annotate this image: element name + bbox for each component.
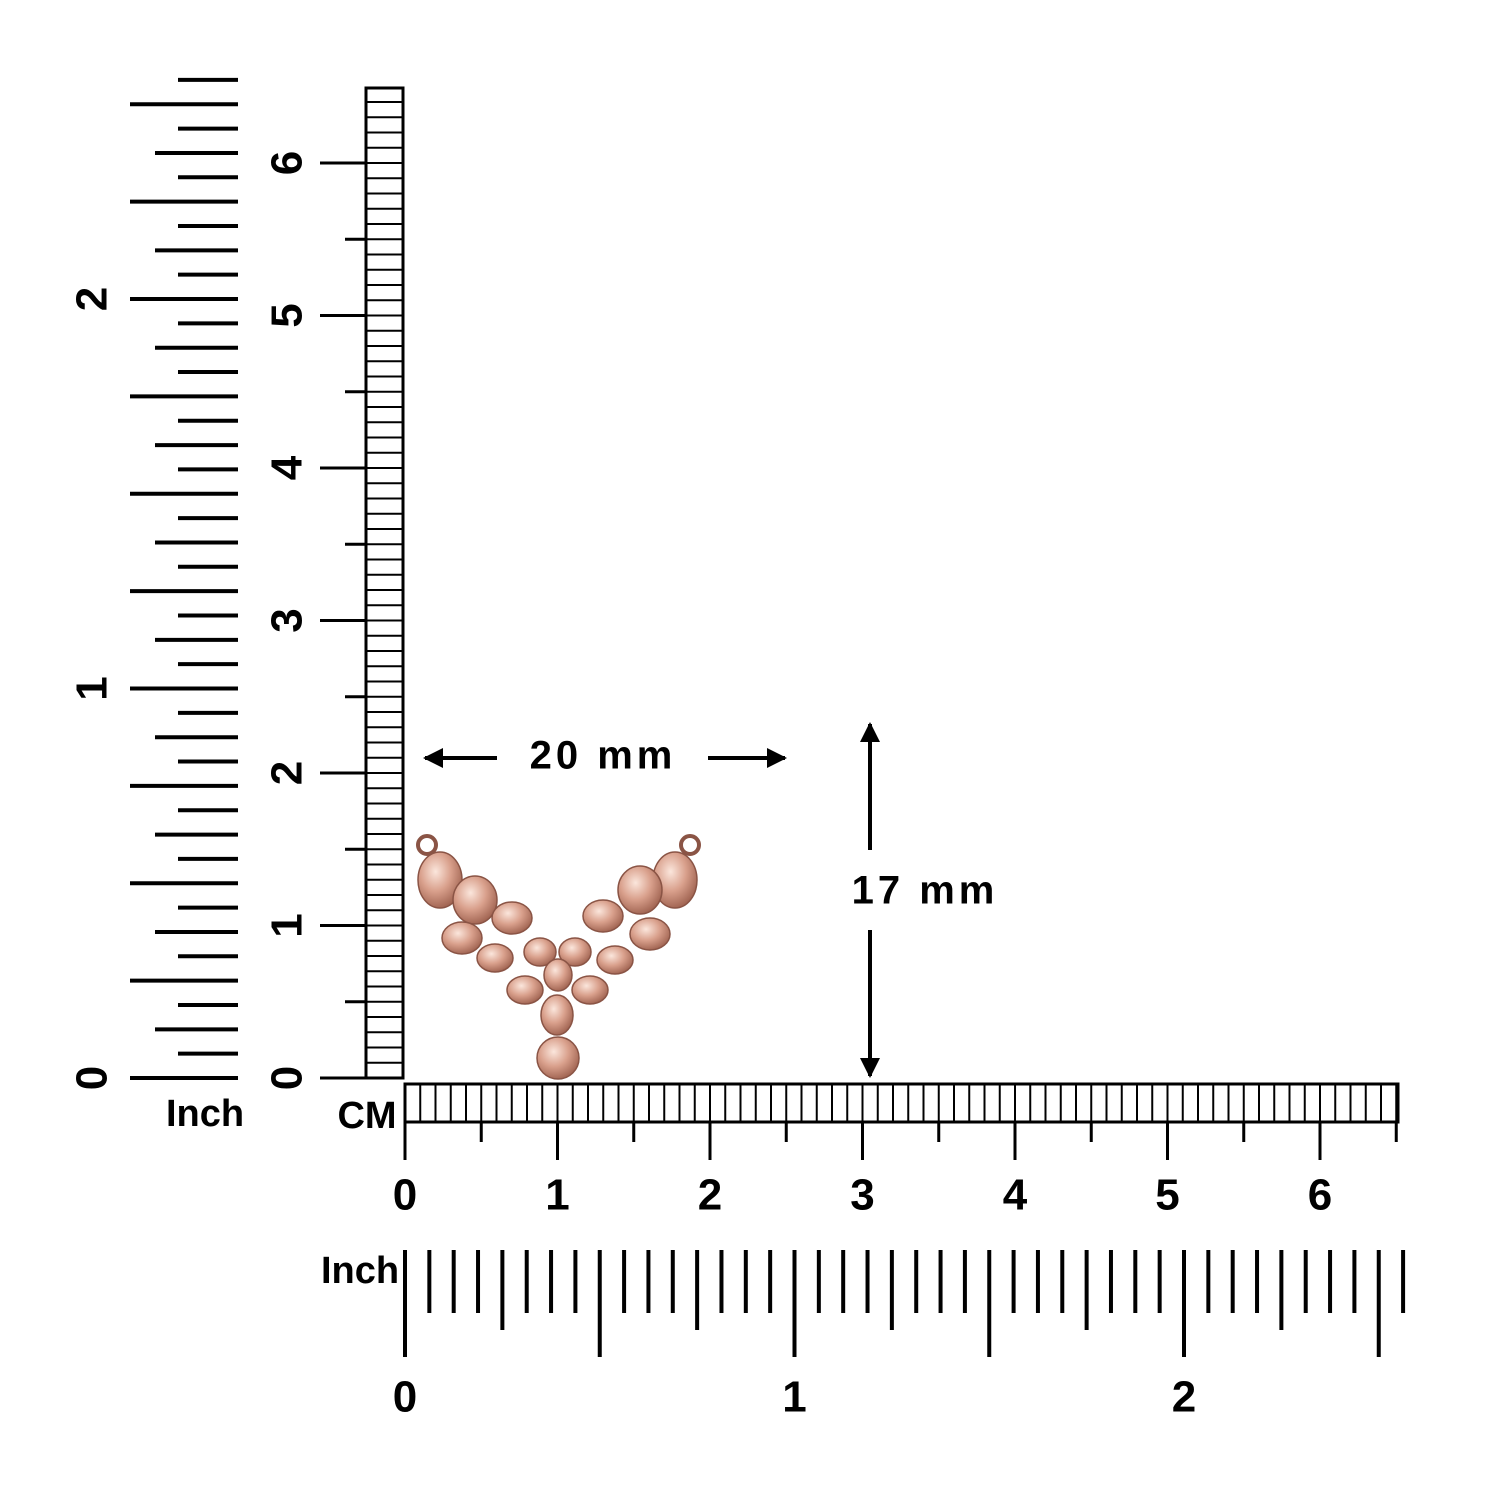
cm-label: 4 — [1003, 1171, 1028, 1220]
height-label: 17 mm — [852, 869, 999, 913]
cm-label: 6 — [263, 151, 312, 175]
cm-label: 2 — [263, 761, 312, 785]
inch-label: 0 — [68, 1066, 117, 1090]
cm-label: 5 — [1155, 1171, 1179, 1220]
cm-label: 3 — [850, 1171, 874, 1220]
pendant — [416, 834, 701, 1080]
inch-label: 2 — [1172, 1373, 1196, 1422]
cm-label: 2 — [698, 1171, 722, 1220]
cm-label: 4 — [263, 455, 312, 480]
cm-label: 3 — [263, 608, 312, 632]
cm-strip — [364, 86, 405, 1080]
inch-label: 1 — [782, 1373, 806, 1422]
width-label: 20 mm — [530, 734, 677, 778]
unit-label: Inch — [321, 1250, 399, 1292]
inch-label: 0 — [393, 1373, 417, 1422]
inch-label: 2 — [68, 287, 117, 311]
unit-label: Inch — [166, 1093, 244, 1135]
cm-label: 1 — [263, 913, 312, 937]
cm-label: 0 — [263, 1066, 312, 1090]
cm-label: 6 — [1308, 1171, 1332, 1220]
inch-label: 1 — [68, 676, 117, 700]
cm-label: 0 — [393, 1171, 417, 1220]
cm-label: 1 — [545, 1171, 569, 1220]
cm-strip — [403, 1082, 1400, 1124]
unit-label: CM — [337, 1095, 396, 1137]
cm-label: 5 — [263, 303, 312, 327]
